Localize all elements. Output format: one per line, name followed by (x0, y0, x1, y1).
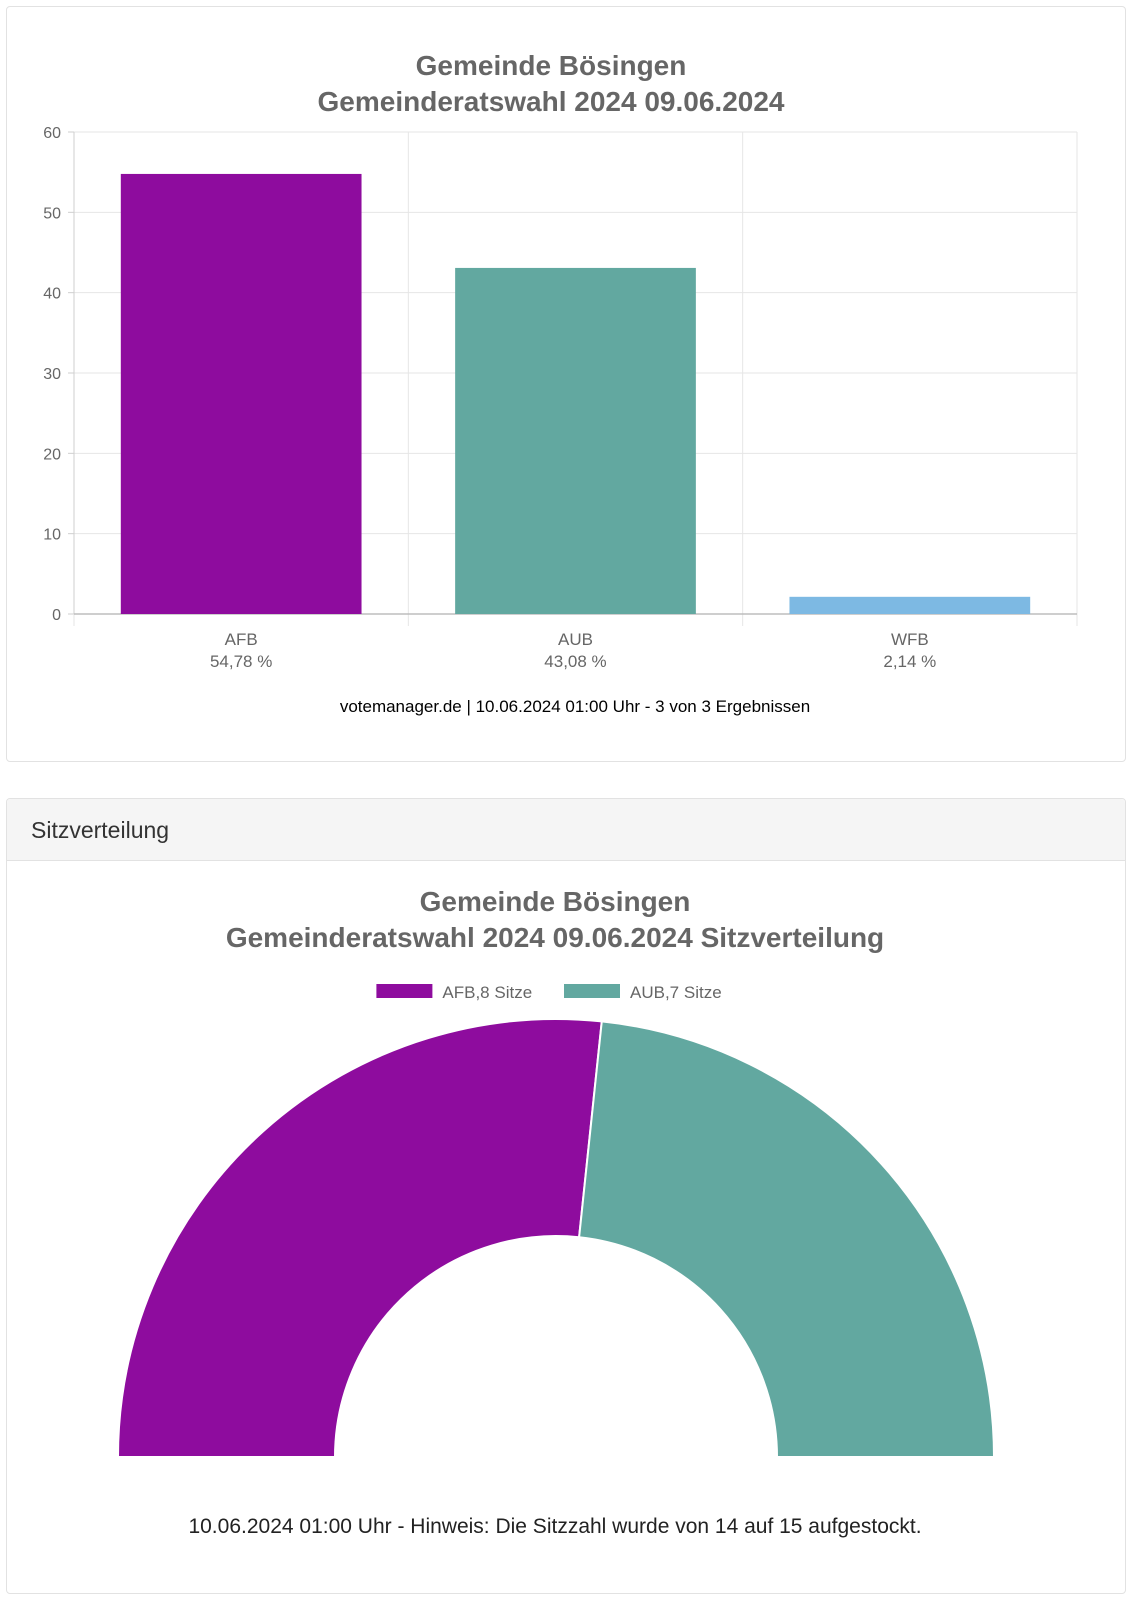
bar-wfb[interactable] (789, 596, 1031, 614)
y-tick-label: 0 (52, 607, 61, 624)
legend-label-aub[interactable]: AUB,7 Sitze (630, 983, 722, 1002)
legend-swatch-aub[interactable] (564, 984, 620, 998)
legend-label-afb[interactable]: AFB,8 Sitze (442, 983, 532, 1002)
seat-distribution-chart: Gemeinde Bösingen Gemeinderatswahl 2024 … (117, 886, 995, 1538)
y-tick-label: 60 (43, 125, 61, 142)
y-tick-label: 50 (43, 205, 61, 222)
seat-chart-legend[interactable]: AFB,8 Sitze AUB,7 Sitze (376, 983, 722, 1002)
bar-chart-bars[interactable] (120, 173, 1031, 614)
seat-chart-title-line-1: Gemeinde Bösingen (420, 886, 691, 917)
bar-chart-footer: votemanager.de | 10.06.2024 01:00 Uhr - … (340, 697, 810, 716)
y-tick-label: 20 (43, 446, 61, 463)
category-percent-label: 54,78 % (210, 652, 272, 671)
seat-arc-afb[interactable] (117, 1018, 603, 1458)
seat-chart-arcs[interactable] (117, 1018, 995, 1458)
category-percent-label: 43,08 % (544, 652, 606, 671)
y-tick-label: 40 (43, 286, 61, 303)
vote-share-panel: Gemeinde Bösingen Gemeinderatswahl 2024 … (6, 6, 1126, 762)
vote-share-bar-chart: Gemeinde Bösingen Gemeinderatswahl 2024 … (43, 50, 1078, 716)
seat-distribution-panel: Sitzverteilung Gemeinde Bösingen Gemeind… (6, 798, 1126, 1594)
y-tick-label: 10 (43, 527, 61, 544)
bar-chart-title-line-1: Gemeinde Bösingen (416, 50, 687, 81)
seat-chart-footer: 10.06.2024 01:00 Uhr - Hinweis: Die Sitz… (188, 1515, 921, 1538)
category-label: WFB (891, 630, 929, 649)
bar-chart-category-labels: AFB 54,78 % AUB 43,08 % WFB 2,14 % (210, 630, 936, 671)
category-percent-label: 2,14 % (883, 652, 936, 671)
bar-afb[interactable] (120, 173, 362, 614)
seat-chart-title-line-2: Gemeinderatswahl 2024 09.06.2024 Sitzver… (226, 922, 884, 953)
legend-swatch-afb[interactable] (376, 984, 433, 998)
bar-chart-title-line-2: Gemeinderatswahl 2024 09.06.2024 (318, 86, 785, 117)
y-tick-label: 30 (43, 366, 61, 383)
seat-distribution-header: Sitzverteilung (7, 799, 1125, 861)
bar-aub[interactable] (455, 267, 696, 614)
category-label: AFB (225, 630, 258, 649)
category-label: AUB (558, 630, 593, 649)
seat-arc-aub[interactable] (578, 1020, 995, 1458)
